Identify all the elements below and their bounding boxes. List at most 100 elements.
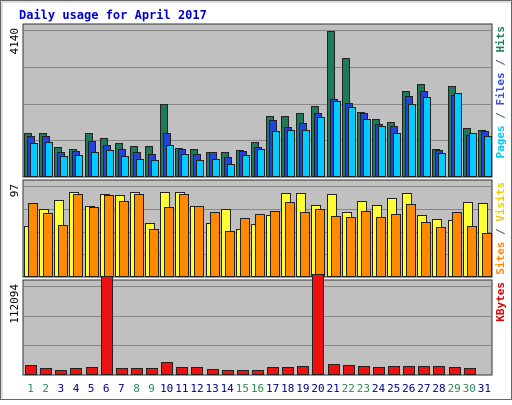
bar-pages-day-16 <box>257 149 265 177</box>
ymax-label-visits: 97 <box>8 184 21 197</box>
bar-kbytes-day-17 <box>267 367 279 375</box>
bar-sites-day-29 <box>452 212 462 277</box>
bar-sites-day-26 <box>406 204 416 277</box>
bar-pages-day-6 <box>106 150 114 177</box>
bar-pages-day-19 <box>302 130 310 177</box>
bar-kbytes-day-2 <box>40 368 52 375</box>
axis-label-part: / <box>494 106 507 126</box>
bar-kbytes-day-4 <box>70 368 82 375</box>
day-label-15: 15 <box>236 382 249 395</box>
bar-sites-day-30 <box>467 226 477 277</box>
day-label-26: 26 <box>402 382 415 395</box>
bar-sites-day-6 <box>104 195 114 277</box>
axis-label-part: Visits <box>494 182 507 222</box>
bar-kbytes-day-1 <box>25 365 37 375</box>
bar-sites-day-25 <box>391 214 401 277</box>
bar-sites-day-10 <box>164 207 174 277</box>
bar-kbytes-day-20 <box>312 274 324 375</box>
bar-kbytes-day-30 <box>464 368 476 375</box>
axis-label-part: / <box>494 222 507 242</box>
bar-sites-day-23 <box>361 211 371 277</box>
bar-sites-day-14 <box>225 231 235 277</box>
bar-kbytes-day-7 <box>116 368 128 375</box>
bar-sites-day-15 <box>240 218 250 277</box>
bar-sites-day-7 <box>119 201 129 277</box>
bar-sites-day-19 <box>300 212 310 277</box>
bar-kbytes-day-27 <box>418 366 430 375</box>
bar-pages-day-1 <box>30 143 38 177</box>
day-label-19: 19 <box>296 382 309 395</box>
day-label-23: 23 <box>357 382 370 395</box>
bar-sites-day-1 <box>28 203 38 277</box>
ymax-label-hits: 4140 <box>8 28 21 55</box>
bar-kbytes-day-21 <box>328 364 340 375</box>
axis-label-part: Hits <box>494 26 507 53</box>
bar-kbytes-day-6 <box>101 276 113 375</box>
bar-sites-day-18 <box>285 202 295 277</box>
bar-pages-day-23 <box>363 119 371 177</box>
bar-sites-day-4 <box>73 194 83 277</box>
bar-pages-day-5 <box>91 152 99 177</box>
day-label-5: 5 <box>88 382 95 395</box>
bar-kbytes-day-9 <box>146 368 158 375</box>
bar-kbytes-day-22 <box>343 365 355 375</box>
bar-sites-day-28 <box>436 227 446 277</box>
bar-kbytes-day-8 <box>131 368 143 375</box>
day-label-25: 25 <box>387 382 400 395</box>
bar-kbytes-day-29 <box>449 367 461 375</box>
bar-kbytes-day-13 <box>207 369 219 375</box>
bar-pages-day-21 <box>333 101 341 177</box>
bar-kbytes-day-28 <box>433 366 445 375</box>
bar-pages-day-15 <box>242 155 250 177</box>
bar-pages-day-27 <box>423 97 431 177</box>
bar-kbytes-day-5 <box>86 367 98 375</box>
day-label-1: 1 <box>27 382 34 395</box>
day-label-16: 16 <box>251 382 264 395</box>
day-label-9: 9 <box>148 382 155 395</box>
bar-sites-day-8 <box>134 194 144 277</box>
bar-kbytes-day-19 <box>297 366 309 375</box>
bar-kbytes-day-16 <box>252 370 264 375</box>
bar-kbytes-day-26 <box>403 366 415 375</box>
day-label-27: 27 <box>417 382 430 395</box>
day-label-29: 29 <box>448 382 461 395</box>
day-label-31: 31 <box>478 382 491 395</box>
bar-pages-day-30 <box>469 133 477 177</box>
bar-sites-day-11 <box>179 194 189 277</box>
bar-sites-day-16 <box>255 214 265 277</box>
day-label-8: 8 <box>133 382 140 395</box>
bar-pages-day-4 <box>75 155 83 177</box>
bar-kbytes-day-18 <box>282 367 294 375</box>
day-label-20: 20 <box>311 382 324 395</box>
axis-label-visits: Sites / Visits <box>494 182 507 275</box>
bar-kbytes-day-14 <box>222 370 234 375</box>
bar-sites-day-22 <box>346 217 356 277</box>
bar-pages-day-7 <box>121 156 129 177</box>
axis-label-part: Sites <box>494 242 507 275</box>
day-label-30: 30 <box>463 382 476 395</box>
day-label-21: 21 <box>326 382 339 395</box>
bar-pages-day-17 <box>272 131 280 177</box>
day-label-12: 12 <box>190 382 203 395</box>
day-label-2: 2 <box>42 382 49 395</box>
day-label-3: 3 <box>57 382 64 395</box>
bar-sites-day-24 <box>376 217 386 277</box>
bar-pages-day-29 <box>454 93 462 177</box>
day-label-18: 18 <box>281 382 294 395</box>
bar-kbytes-day-11 <box>176 367 188 375</box>
day-label-11: 11 <box>175 382 188 395</box>
bar-pages-day-31 <box>484 136 492 177</box>
day-label-7: 7 <box>118 382 125 395</box>
chart-title: Daily usage for April 2017 <box>19 8 207 22</box>
bar-pages-day-12 <box>196 160 204 177</box>
bar-sites-day-3 <box>58 225 68 277</box>
bar-kbytes-day-23 <box>358 366 370 375</box>
bar-pages-day-8 <box>136 159 144 177</box>
bar-pages-day-3 <box>60 156 68 177</box>
bar-sites-day-27 <box>421 222 431 277</box>
axis-label-hits: Pages / Files / Hits <box>494 26 507 159</box>
bar-pages-day-9 <box>151 160 159 177</box>
day-label-17: 17 <box>266 382 279 395</box>
bar-pages-day-24 <box>378 126 386 177</box>
